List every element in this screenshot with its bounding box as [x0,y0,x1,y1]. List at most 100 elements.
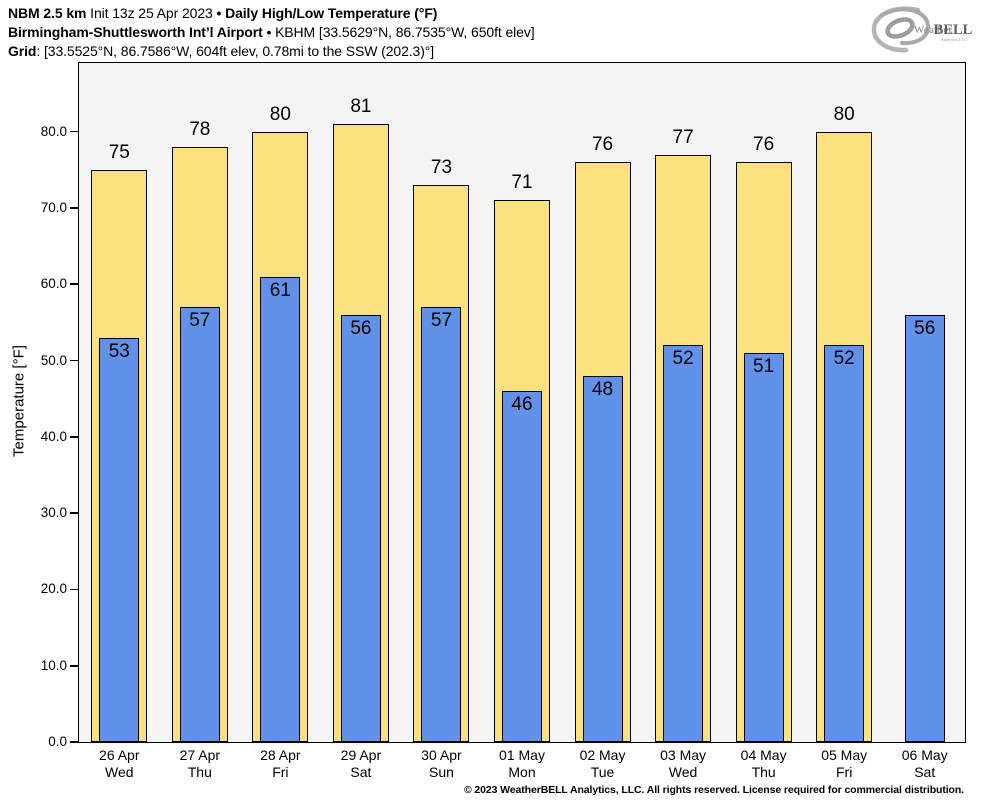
low-bar-30-apr [421,307,462,742]
x-tick-label: 01 May Mon [477,747,567,781]
y-tick-mark [69,207,78,209]
x-tick-label: 03 May Wed [638,747,728,781]
x-tick-label: 04 May Thu [719,747,809,781]
low-value-label: 57 [189,310,211,332]
x-tick-day: Sat [914,764,936,780]
y-tick-mark [69,130,78,133]
x-tick-date: 28 Apr [260,747,301,763]
x-tick-label: 06 May Sat [880,747,970,781]
x-tick-date: 05 May [821,747,868,763]
x-tick-day: Thu [187,764,212,780]
weatherbell-logo: Weather BELL Analytics LLC [871,6,973,53]
high-value-label: 77 [672,126,694,148]
init-time: Init 13z 25 Apr 2023 [86,5,217,21]
logo-weather-text: Weather [914,24,953,36]
low-bar-04-may [743,352,784,742]
x-tick-label: 30 Apr Sun [396,747,486,781]
x-tick-day: Mon [508,764,536,780]
x-tick-label: 27 Apr Thu [155,747,245,781]
x-tick-label: 05 May Fri [799,747,889,781]
y-tick-label: 50.0 [40,352,67,368]
station-coords: • KBHM [33.5629°N, 86.7535°W, 650ft elev… [262,24,535,40]
x-tick-date: 27 Apr [179,747,221,763]
y-tick-mark [69,283,78,286]
logo-bell-text: BELL [934,22,973,38]
high-value-label: 78 [189,118,211,140]
y-tick-label: 80.0 [40,123,67,139]
x-tick-label: 02 May Tue [558,747,648,781]
low-bar-26-apr [99,337,140,742]
low-value-label: 46 [511,394,533,416]
low-bar-27-apr [179,307,220,742]
x-tick-day: Tue [590,764,615,780]
high-value-label: 73 [430,157,453,179]
x-tick-day: Thu [751,764,776,780]
y-tick-mark [69,359,78,362]
low-value-label: 52 [672,348,694,370]
x-tick-day: Wed [668,764,698,780]
header-line-2: Birmingham-Shuttlesworth Int’l Airport •… [8,23,535,42]
low-bar-02-may [582,375,623,742]
low-value-label: 56 [350,317,372,339]
high-value-label: 80 [269,103,291,125]
x-tick-day: Sun [428,764,454,780]
plot-area: 0.0 10.0 20.0 30.0 40.0 50.0 60.0 70.0 80.0 75 53 2… [41,62,966,780]
x-tick-date: 26 Apr [99,747,140,763]
low-value-label: 61 [269,279,291,301]
hurricane-swirl-icon [871,6,931,53]
y-tick-label: 0.0 [48,734,67,749]
y-tick-mark [69,741,78,743]
x-tick-date: 03 May [660,747,707,763]
x-tick-day: Wed [105,764,134,780]
x-tick-day: Sat [350,764,372,780]
low-value-label: 56 [914,317,936,339]
header-line-3: Grid: [33.5525°N, 86.7586°W, 604ft elev,… [8,42,535,61]
low-bar-28-apr [260,276,301,742]
low-value-label: 53 [108,340,130,362]
x-tick-date: 02 May [579,747,626,763]
grid-label: Grid [8,43,37,59]
high-value-label: 76 [753,134,775,156]
y-tick-mark [69,588,78,591]
high-value-label: 80 [833,103,855,125]
low-bar-01-may [502,391,542,742]
low-bar-06-may [904,314,945,742]
x-tick-date: 01 May [499,747,545,763]
x-tick-label: 28 Apr Fri [235,747,325,781]
low-bar-05-may [824,345,865,742]
x-tick-day: Fri [836,764,853,780]
x-tick-label: 26 Apr Wed [74,747,164,781]
y-tick-label: 60.0 [40,276,67,292]
x-tick-label: 29 Apr Sat [316,747,406,781]
chart-title: • Daily High/Low Temperature (°F) [216,5,438,21]
x-tick-date: 06 May [901,747,948,763]
logo-sub-text: Analytics LLC [941,37,968,42]
x-tick-day: Fri [272,764,289,780]
y-tick-label: 20.0 [40,581,67,597]
grid-coords: : [33.5525°N, 86.7586°W, 604ft elev, 0.7… [36,43,435,59]
low-bar-29-apr [340,314,381,742]
x-tick-date: 30 Apr [421,747,462,763]
y-tick-label: 10.0 [40,657,67,673]
model-name: NBM 2.5 km [8,5,87,21]
header-line-1: NBM 2.5 km Init 13z 25 Apr 2023 • Daily … [8,4,535,23]
copyright-text: © 2023 WeatherBELL Analytics, LLC. All r… [463,784,964,796]
high-value-label: 81 [350,96,372,118]
y-tick-mark [69,664,78,667]
chart-header: NBM 2.5 km Init 13z 25 Apr 2023 • Daily … [8,4,535,61]
high-value-label: 71 [511,172,533,194]
y-tick-label: 70.0 [40,199,67,215]
x-tick-date: 04 May [740,747,787,763]
y-tick-label: 30.0 [40,505,67,521]
low-value-label: 57 [430,310,453,332]
y-tick-label: 40.0 [40,428,67,444]
y-tick-mark [69,512,78,514]
station-name: Birmingham-Shuttlesworth Int’l Airport [8,24,263,40]
low-value-label: 48 [591,378,614,400]
high-value-label: 75 [108,141,130,163]
y-tick-mark [69,436,78,438]
low-bar-03-may [663,345,704,742]
low-value-label: 51 [753,355,775,377]
high-value-label: 76 [591,134,614,156]
